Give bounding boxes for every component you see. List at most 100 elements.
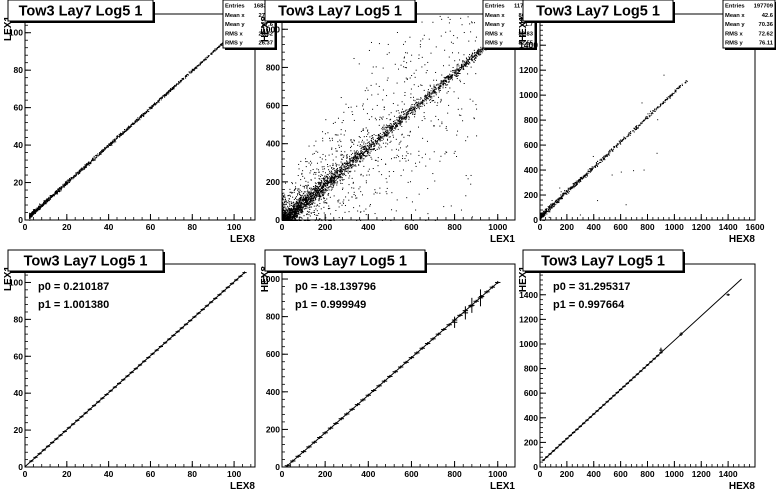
scatter-point	[462, 120, 464, 122]
scatter-point	[330, 174, 332, 176]
scatter-point	[323, 185, 325, 187]
scatter-point	[282, 209, 284, 211]
scatter-point	[393, 157, 395, 159]
scatter-point	[97, 155, 99, 157]
scatter-point	[74, 175, 76, 177]
scatter-point	[130, 126, 132, 128]
scatter-point	[292, 208, 294, 210]
scatter-point	[152, 105, 154, 107]
scatter-point	[371, 141, 373, 143]
scatter-point	[116, 136, 118, 138]
scatter-point	[315, 198, 317, 200]
scatter-point	[337, 117, 339, 119]
scatter-point	[292, 216, 294, 218]
scatter-point	[90, 163, 92, 165]
scatter-point	[293, 206, 295, 208]
scatter-point	[80, 170, 82, 172]
scatter-point	[403, 43, 405, 45]
scatter-point	[344, 162, 346, 164]
scatter-point	[29, 213, 31, 215]
scatter-point	[422, 101, 424, 103]
scatter-point	[402, 117, 404, 119]
scatter-point	[481, 52, 483, 54]
scatter-point	[396, 122, 398, 124]
scatter-point	[440, 82, 442, 84]
scatter-point	[283, 214, 285, 216]
scatter-point	[149, 107, 151, 109]
scatter-point	[204, 59, 206, 61]
scatter-point	[338, 170, 340, 172]
scatter-point	[336, 134, 338, 136]
y-tick-label: 60	[14, 103, 24, 113]
scatter-point	[297, 188, 299, 190]
scatter-point	[288, 215, 290, 217]
scatter-point	[334, 134, 336, 136]
scatter-point	[83, 166, 85, 168]
scatter-point	[441, 18, 443, 20]
scatter-point	[389, 130, 391, 132]
scatter-point	[429, 95, 431, 97]
scatter-point	[203, 59, 205, 61]
scatter-point	[473, 49, 475, 51]
scatter-point	[291, 213, 293, 215]
scatter-point	[303, 198, 305, 200]
scatter-point	[320, 182, 322, 184]
scatter-point	[325, 119, 327, 121]
scatter-point	[348, 184, 350, 186]
scatter-point	[338, 199, 340, 201]
scatter-point	[161, 97, 163, 99]
scatter-point	[107, 146, 109, 148]
scatter-point	[360, 174, 362, 176]
scatter-point	[95, 155, 97, 157]
scatter-point	[383, 136, 385, 138]
scatter-point	[379, 139, 381, 141]
scatter-point	[41, 203, 43, 205]
scatter-point	[411, 201, 413, 203]
scatter-point	[95, 154, 97, 156]
scatter-point	[386, 193, 388, 195]
scatter-point	[310, 196, 312, 198]
scatter-point	[39, 208, 41, 210]
scatter-point	[323, 197, 325, 199]
scatter-point	[65, 185, 67, 187]
scatter-point	[463, 61, 465, 63]
scatter-point	[357, 159, 359, 161]
scatter-point	[301, 199, 303, 201]
scatter-point	[121, 134, 123, 136]
scatter-point	[311, 191, 313, 193]
scatter-point	[432, 100, 434, 102]
scatter-point	[34, 212, 36, 214]
scatter-point	[306, 195, 308, 197]
scatter-point	[477, 51, 479, 53]
scatter-point	[172, 87, 174, 89]
scatter-point	[94, 159, 96, 161]
scatter-point	[89, 161, 91, 163]
scatter-point	[56, 190, 58, 192]
scatter-point	[411, 110, 413, 112]
scatter-point	[361, 145, 363, 147]
scatter-point	[395, 210, 397, 212]
scatter-point	[454, 73, 456, 75]
scatter-point	[387, 134, 389, 136]
scatter-point	[306, 185, 308, 187]
scatter-point	[294, 209, 296, 211]
scatter-point	[318, 199, 320, 201]
scatter-point	[32, 214, 34, 216]
scatter-point	[382, 116, 384, 118]
scatter-point	[398, 143, 400, 145]
scatter-point	[302, 205, 304, 207]
scatter-point	[406, 112, 408, 114]
scatter-point	[172, 87, 174, 89]
scatter-point	[313, 194, 315, 196]
scatter-point	[471, 57, 473, 59]
scatter-point	[387, 77, 389, 79]
scatter-point	[308, 203, 310, 205]
scatter-point	[395, 124, 397, 126]
scatter-point	[329, 179, 331, 181]
scatter-point	[456, 65, 458, 67]
scatter-point	[424, 95, 426, 97]
scatter-point	[295, 218, 297, 220]
scatter-point	[309, 201, 311, 203]
scatter-point	[475, 104, 477, 106]
scatter-point	[379, 137, 381, 139]
